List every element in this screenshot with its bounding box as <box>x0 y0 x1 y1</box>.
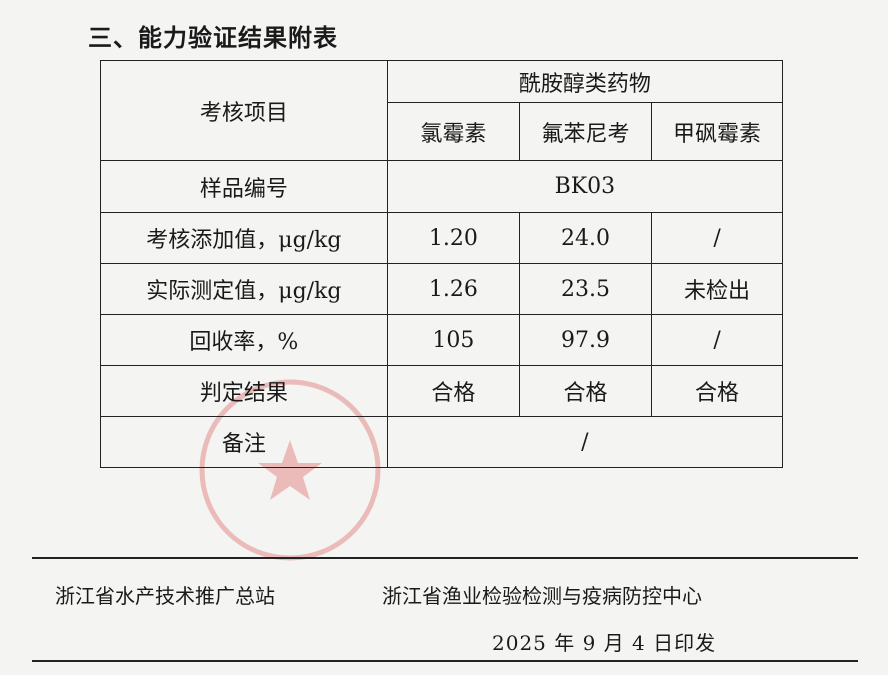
sample-id: BK03 <box>386 160 784 213</box>
issuer-org-1: 浙江省水产技术推广总站 <box>55 584 275 608</box>
cell: 97.9 <box>518 314 653 366</box>
results-table: 考核项目 酰胺醇类药物 氯霉素 氟苯尼考 甲砜霉素 样品编号 BK03 考核添加… <box>100 60 784 468</box>
table-row: 考核添加值，μg/kg 1.20 24.0 / <box>100 212 783 264</box>
footer-top-rule <box>32 557 858 559</box>
table-row: 回收率，% 105 97.9 / <box>100 314 783 366</box>
cell: 1.26 <box>386 263 520 315</box>
sample-label: 样品编号 <box>100 160 388 213</box>
cell: 1.20 <box>386 212 520 264</box>
remark-value: / <box>386 416 784 468</box>
drug-header: 甲砜霉素 <box>651 102 783 161</box>
cell: 未检出 <box>651 263 783 315</box>
group-header: 酰胺醇类药物 <box>386 60 784 103</box>
row-label: 回收率，% <box>100 314 388 366</box>
drug-header: 氯霉素 <box>386 102 520 161</box>
cell: 105 <box>386 314 520 366</box>
table-row: 判定结果 合格 合格 合格 <box>100 365 783 417</box>
cell: / <box>651 314 783 366</box>
cell: 合格 <box>518 365 653 417</box>
row-label: 考核添加值，μg/kg <box>100 212 388 264</box>
section-title: 三、能力验证结果附表 <box>88 24 338 52</box>
issuer-org-2: 浙江省渔业检验检测与疫病防控中心 <box>382 584 702 608</box>
cell: 23.5 <box>518 263 653 315</box>
table-row: 实际测定值，μg/kg 1.26 23.5 未检出 <box>100 263 783 315</box>
cell: 合格 <box>386 365 520 417</box>
row-label: 判定结果 <box>100 365 388 417</box>
cell: 合格 <box>651 365 783 417</box>
header-item: 考核项目 <box>100 60 388 161</box>
remark-label: 备注 <box>100 416 388 468</box>
footer-bottom-rule <box>32 660 858 662</box>
cell: 24.0 <box>518 212 653 264</box>
issue-date: 2025 年 9 月 4 日印发 <box>492 631 717 655</box>
row-label: 实际测定值，μg/kg <box>100 263 388 315</box>
star-icon <box>258 440 322 500</box>
cell: / <box>651 212 783 264</box>
drug-header: 氟苯尼考 <box>518 102 653 161</box>
